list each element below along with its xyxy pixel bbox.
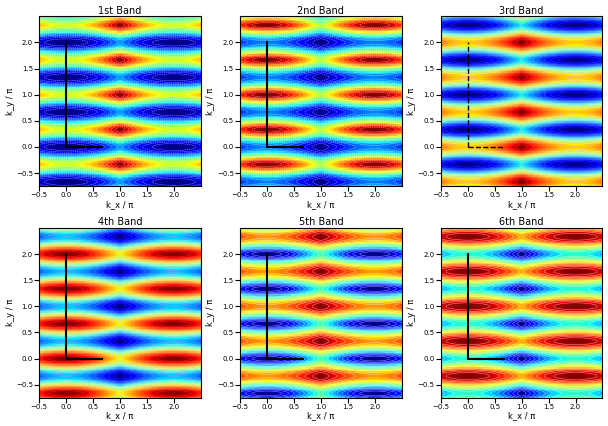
X-axis label: k_x / π: k_x / π [106, 412, 134, 420]
Title: 3rd Band: 3rd Band [499, 6, 544, 16]
Y-axis label: k_y / π: k_y / π [206, 88, 215, 115]
X-axis label: k_x / π: k_x / π [508, 412, 535, 420]
Y-axis label: k_y / π: k_y / π [5, 299, 15, 326]
Title: 1st Band: 1st Band [98, 6, 142, 16]
Title: 4th Band: 4th Band [98, 217, 142, 227]
X-axis label: k_x / π: k_x / π [508, 200, 535, 209]
Y-axis label: k_y / π: k_y / π [407, 88, 416, 115]
X-axis label: k_x / π: k_x / π [307, 200, 334, 209]
Y-axis label: k_y / π: k_y / π [206, 299, 215, 326]
X-axis label: k_x / π: k_x / π [307, 412, 334, 420]
X-axis label: k_x / π: k_x / π [106, 200, 134, 209]
Title: 2nd Band: 2nd Band [297, 6, 344, 16]
Title: 6th Band: 6th Band [499, 217, 544, 227]
Y-axis label: k_y / π: k_y / π [5, 88, 15, 115]
Y-axis label: k_y / π: k_y / π [407, 299, 416, 326]
Title: 5th Band: 5th Band [299, 217, 343, 227]
